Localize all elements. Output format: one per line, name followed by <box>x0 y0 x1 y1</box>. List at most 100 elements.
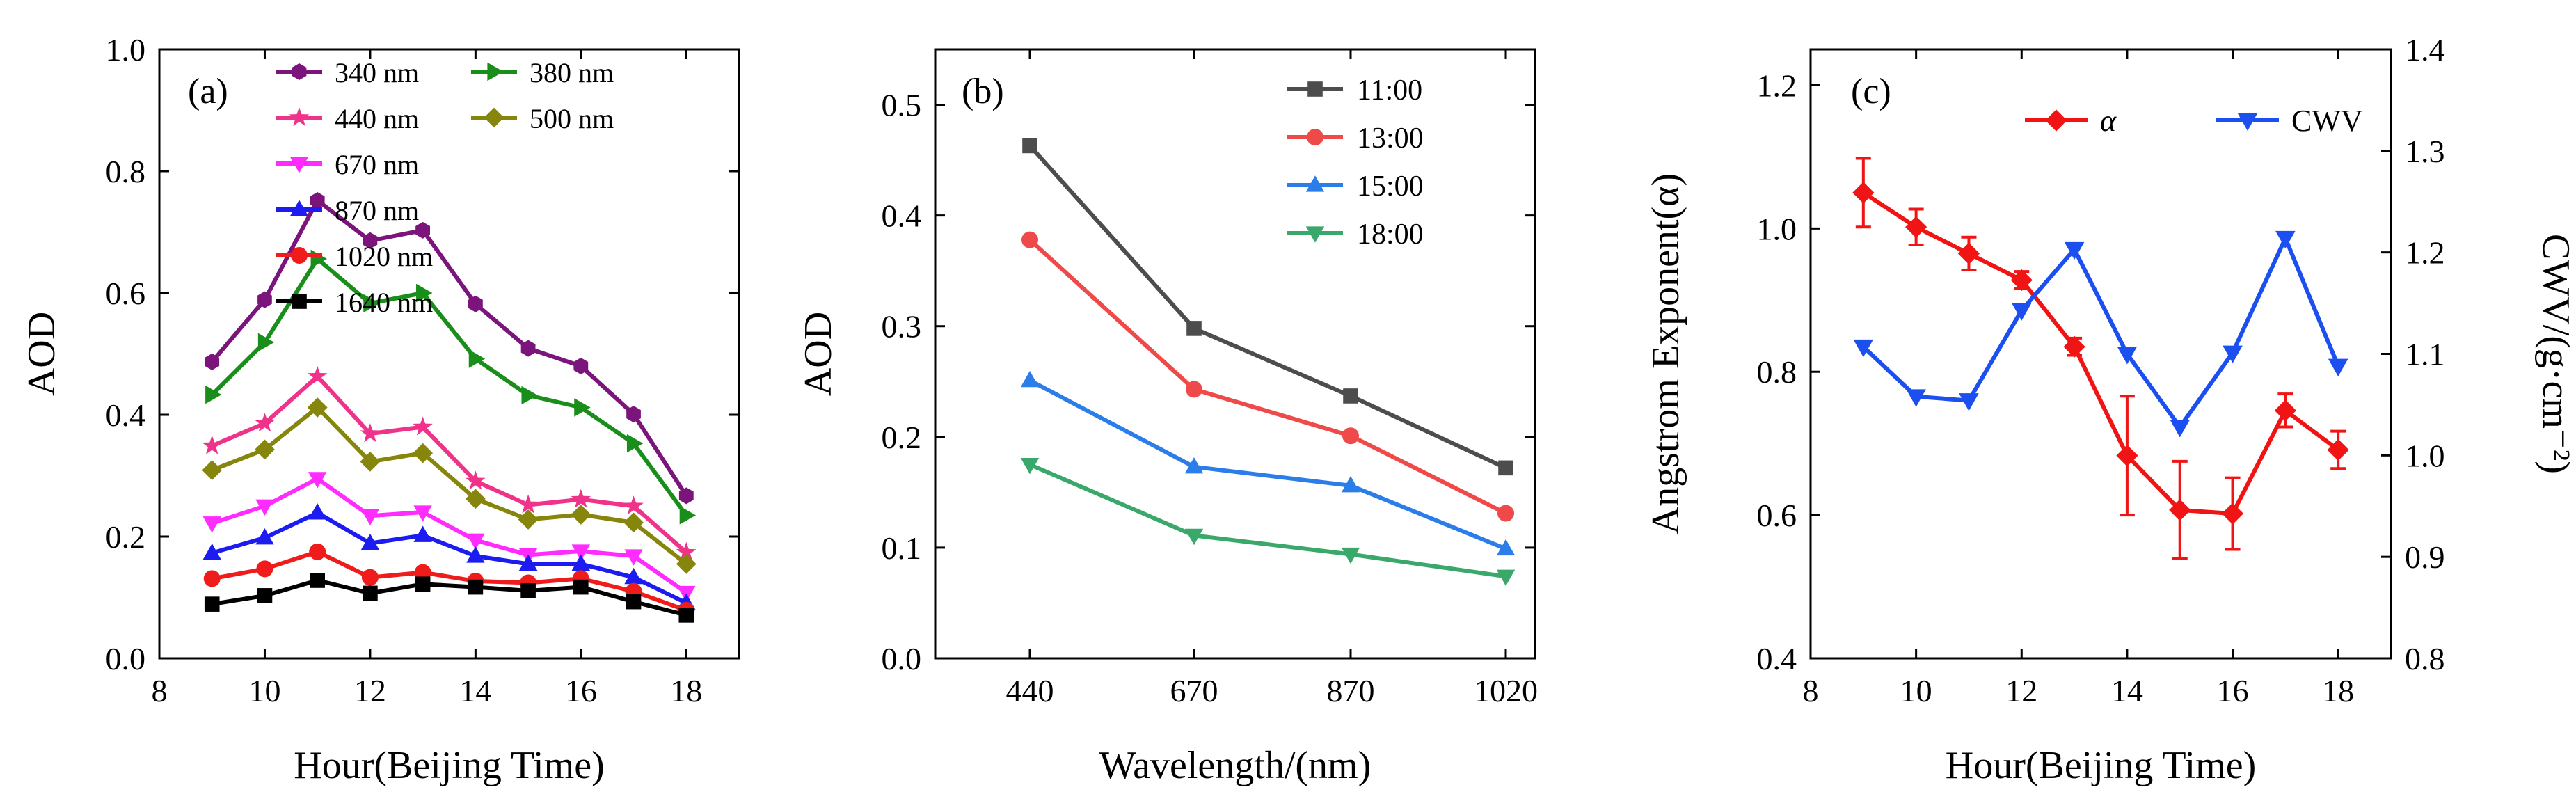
b-series-15-00-point-2 <box>1341 476 1360 493</box>
a-series-500-nm-point-2 <box>307 397 328 418</box>
b-series-15-00-point-3 <box>1496 539 1516 556</box>
a-series-440-nm-point-8 <box>623 495 644 515</box>
a-series-440-nm-point-9 <box>676 541 697 561</box>
b-legend-marker-11-00 <box>1307 81 1323 97</box>
a-series-500-nm-point-6 <box>518 509 539 530</box>
a-series-500-nm-point-5 <box>465 489 486 509</box>
a-series-870-nm-point-1 <box>255 528 274 545</box>
a-series-670-nm-point-2 <box>308 472 327 489</box>
a-legend-marker-380-nm <box>487 62 504 81</box>
a-series-670-nm-line <box>211 476 688 594</box>
c-y2-tick-label-3: 1.1 <box>2405 337 2445 372</box>
c-plot-frame <box>1809 48 2392 660</box>
a-series-1640-nm-line <box>212 578 687 617</box>
a-series-870-nm-point-7 <box>571 554 591 571</box>
a-legend-label-870-nm: 870 nm <box>335 195 419 226</box>
c-series-cwv-point-1 <box>1906 389 1926 407</box>
a-series-340-nm-point-0 <box>205 353 220 370</box>
c-panel-label: (c) <box>1851 72 1891 111</box>
a-series-500-nm-point-7 <box>571 505 591 525</box>
a-y-tick-label-0: 0.0 <box>106 641 146 676</box>
a-series-440-nm-point-2 <box>307 365 328 385</box>
a-series-1640-nm-point-0 <box>204 596 220 612</box>
a-series-340-nm-point-9 <box>678 487 694 505</box>
a-series-440-nm-point-6 <box>518 494 539 514</box>
c-y-tick-label-1: 0.6 <box>1757 498 1797 533</box>
a-series-500-nm-point-1 <box>255 439 275 460</box>
a-legend-marker-670-nm <box>289 157 309 173</box>
a-series-870-nm-point-2 <box>308 503 327 520</box>
a-y-tick-label-1: 0.2 <box>106 519 146 555</box>
panel-a-aod-by-hour: 8 10 12 14 16 18 0.0 0.2 0.4 0.6 0.8 1.0 Hour(Beijin… <box>20 32 740 787</box>
c-x-tick-label-3: 14 <box>2111 673 2143 708</box>
a-series-500-nm-point-3 <box>360 451 381 472</box>
a-series-1640-nm-point-1 <box>257 588 273 603</box>
a-series-500-nm-point-4 <box>413 443 434 463</box>
c-series-cwv-point-7 <box>2223 345 2243 363</box>
a-series-1640-nm-point-4 <box>415 576 431 592</box>
a-x-tick-label-4: 16 <box>565 673 597 708</box>
a-series-1640-nm-point-5 <box>468 579 484 595</box>
a-y-axis-label: AOD <box>20 312 63 396</box>
a-series-500-nm-point-0 <box>202 460 223 481</box>
b-series-11-00-line <box>1028 144 1507 470</box>
a-series-1640-nm-point-8 <box>626 594 642 610</box>
b-series-13-00-line <box>1028 238 1507 516</box>
c-x-axis-label: Hour(Beijing Time) <box>1946 744 2256 787</box>
b-series-15-00-point-1 <box>1184 457 1204 474</box>
a-y-tick-label-4: 0.8 <box>106 154 146 189</box>
b-legend-label-13-00: 13:00 <box>1357 122 1424 154</box>
a-series-670-nm-point-1 <box>255 499 274 516</box>
a-series-1020-nm-point-0 <box>203 570 221 587</box>
b-y-tick-label-5: 0.5 <box>882 88 922 123</box>
c-series-alpha-line <box>1862 191 2339 516</box>
b-legend-marker-13-00 <box>1307 129 1323 145</box>
c-y-tick-label-3: 1.0 <box>1757 211 1797 246</box>
c-series-alpha-point-6 <box>2169 499 2191 521</box>
a-series-340-nm-point-3 <box>363 232 378 249</box>
panel-c-angstrom-cwv: 8 10 12 14 16 18 0.4 0.6 0.8 1.0 1.2 0.8 0.9 1.0 1.1 1.… <box>1644 32 2576 787</box>
a-y-tick-label-3: 0.6 <box>106 276 146 311</box>
a-x-tick-label-5: 18 <box>670 673 702 708</box>
a-series-870-nm-point-5 <box>466 546 485 563</box>
a-series-440-nm-point-0 <box>202 435 222 454</box>
a-panel-label: (a) <box>188 72 228 111</box>
c-series-alpha-point-4 <box>2063 335 2085 358</box>
c-x-tick-label-5: 18 <box>2322 673 2354 708</box>
a-legend-label-500-nm: 500 nm <box>530 103 614 134</box>
b-y-tick-label-1: 0.1 <box>882 530 922 566</box>
b-series-18-00-line <box>1028 462 1506 579</box>
b-series-11-00-point-1 <box>1186 321 1202 336</box>
a-series-670-nm-point-7 <box>571 544 591 561</box>
b-plot-frame <box>934 48 1536 660</box>
a-legend-marker-340-nm <box>292 63 307 80</box>
c-y2-tick-label-0: 0.8 <box>2405 641 2445 676</box>
a-legend-marker-500-nm <box>484 107 504 128</box>
c-x-tick-label-2: 12 <box>2005 673 2037 708</box>
c-x-tick-label-1: 10 <box>1900 673 1932 708</box>
c-series-cwv-line <box>1861 236 2340 429</box>
a-series-1640-nm-point-2 <box>310 573 325 588</box>
a-series-1020-nm-line <box>212 549 687 612</box>
b-series-11-00-point-2 <box>1343 388 1358 404</box>
c-y-tick-label-4: 1.2 <box>1757 68 1797 103</box>
a-series-340-nm-point-4 <box>415 221 430 239</box>
panel-b-aod-by-wavelength: 440 670 870 1020 0.0 0.1 0.2 0.3 0.4 0.5 Wavelengt… <box>797 48 1538 787</box>
c-y2-tick-label-6: 1.4 <box>2405 32 2445 68</box>
c-series-alpha-point-9 <box>2327 438 2349 461</box>
c-y2-tick-label-1: 0.9 <box>2405 539 2445 575</box>
b-series-18-00-point-1 <box>1184 528 1204 546</box>
c-series-alpha-point-0 <box>1852 182 1875 204</box>
b-y-tick-label-0: 0.0 <box>882 641 922 676</box>
a-series-1640-nm-point-6 <box>520 583 536 598</box>
a-series-380-nm-point-4 <box>416 283 433 303</box>
a-series-670-nm-point-8 <box>624 549 643 566</box>
a-x-tick-label-0: 8 <box>152 673 168 708</box>
a-x-tick-label-2: 12 <box>354 673 386 708</box>
c-series-cwv-point-8 <box>2275 230 2296 249</box>
a-series-670-nm-point-5 <box>466 533 485 550</box>
a-legend-marker-870-nm <box>289 200 309 216</box>
c-series-cwv-point-5 <box>2117 347 2138 365</box>
a-series-1640-nm-point-7 <box>573 579 589 595</box>
a-legend-marker-440-nm <box>289 107 310 127</box>
